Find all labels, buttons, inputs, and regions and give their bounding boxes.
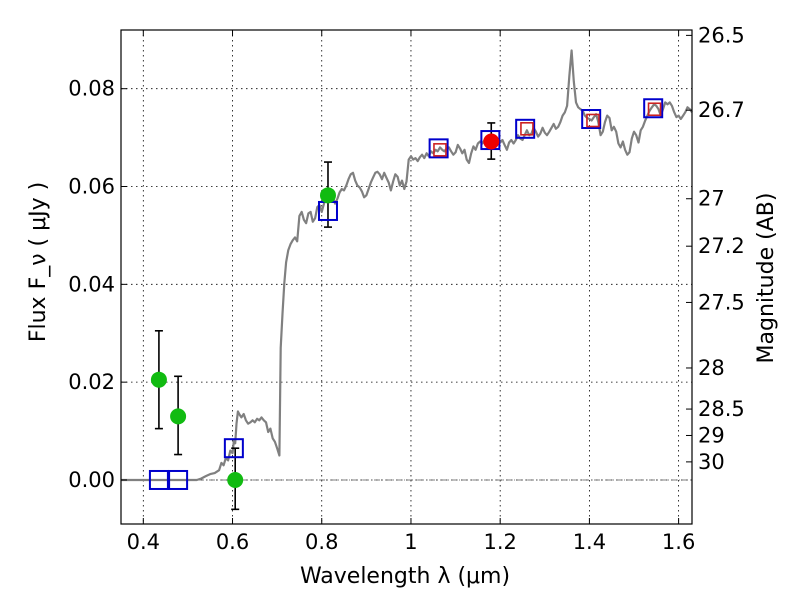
- model-photometry-square: [515, 118, 536, 139]
- observed-point: [227, 471, 244, 488]
- tick-labels-group: 0.4 0.6 0.8 1 1.2 1.4 1.6 0.00 0.02 0.04 0.06 0.08 2…: [68, 23, 745, 554]
- inner-photometry-square: [520, 122, 534, 136]
- mag-tick-label: 28: [698, 356, 725, 380]
- mag-tick-label: 27.2: [698, 234, 745, 258]
- mag-tick-label: 27.5: [698, 290, 745, 314]
- x-tick-label: 1: [404, 530, 417, 554]
- observed-point: [170, 408, 187, 425]
- observed-point: [319, 187, 336, 204]
- ticks-group: [121, 30, 692, 524]
- left-axis-label: Flux F_ν ( μJy ): [26, 182, 51, 342]
- x-tick-label: 1.4: [573, 530, 606, 554]
- y-tick-label: 0.00: [68, 468, 115, 492]
- x-tick-label: 1.6: [662, 530, 695, 554]
- x-tick-label: 0.8: [305, 530, 338, 554]
- mag-tick-label: 30: [698, 450, 725, 474]
- inner-photometry-square: [433, 143, 447, 157]
- observed-jband-point: [483, 133, 500, 150]
- x-tick-label: 1.2: [483, 530, 516, 554]
- x-tick-label: 0.6: [216, 530, 249, 554]
- markers-group: [148, 98, 664, 511]
- y-tick-label: 0.08: [68, 77, 115, 101]
- y-tick-label: 0.06: [68, 175, 115, 199]
- y-tick-label: 0.02: [68, 370, 115, 394]
- x-tick-label: 0.4: [127, 530, 160, 554]
- y-tick-label: 0.04: [68, 272, 115, 296]
- mag-tick-label: 28.5: [698, 397, 745, 421]
- x-axis-label: Wavelength λ (μm): [300, 564, 510, 589]
- model-photometry-square: [428, 138, 449, 159]
- model-photometry-square: [643, 98, 664, 119]
- mag-tick-label: 27: [698, 187, 725, 211]
- model-photometry-square: [168, 469, 189, 490]
- mag-tick-label: 26.5: [698, 23, 745, 47]
- inner-photometry-square: [647, 102, 662, 117]
- inner-photometry-square: [586, 113, 600, 128]
- model-photometry-square: [581, 109, 602, 130]
- model-photometry-square: [223, 438, 244, 459]
- mag-tick-label: 26.7: [698, 98, 745, 122]
- plot-frame: [120, 29, 693, 525]
- mag-tick-label: 29: [698, 423, 725, 447]
- right-axis-label: Magnitude (AB): [754, 193, 779, 364]
- model-photometry-square: [148, 469, 169, 490]
- observed-point: [150, 371, 167, 388]
